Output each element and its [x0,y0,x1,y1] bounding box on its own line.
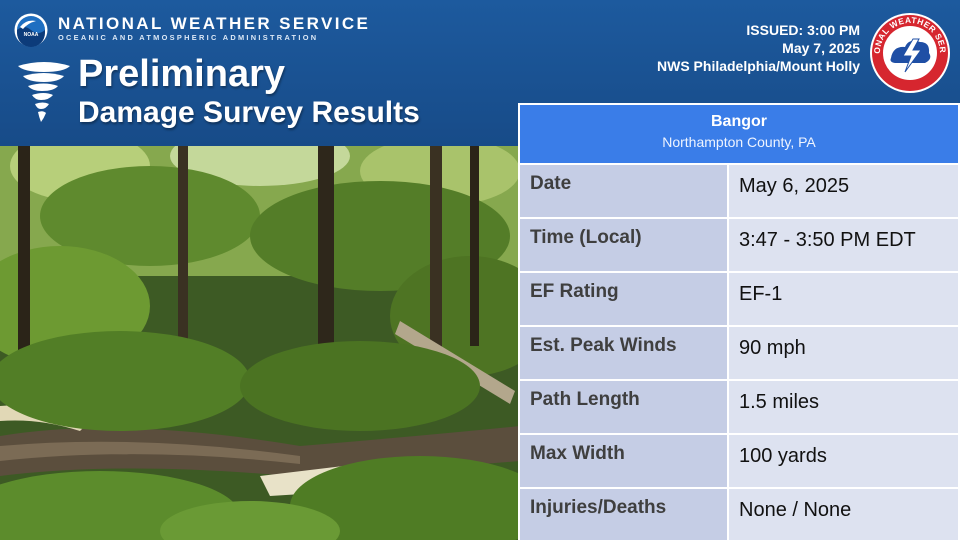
svg-text:NOAA: NOAA [24,32,39,38]
row-label-cell: Injuries/Deaths [520,489,727,540]
row-label: Max Width [530,443,625,464]
table-row: EF Rating EF-1 [520,273,958,325]
table-header: Bangor Northampton County, PA [520,105,958,163]
row-label-cell: Max Width [520,435,727,487]
row-label-cell: Est. Peak Winds [520,327,727,379]
row-value: May 6, 2025 [739,175,850,197]
row-label-cell: EF Rating [520,273,727,325]
issued-office: NWS Philadelphia/Mount Holly [657,58,860,74]
row-label-cell: Path Length [520,381,727,433]
issued-date: May 7, 2025 [782,40,860,56]
row-label: Est. Peak Winds [530,335,677,356]
issued-block: ISSUED: 3:00 PM May 7, 2025 NWS Philadel… [657,21,860,75]
row-label-cell: Date [520,165,727,217]
row-value-cell: None / None [729,489,958,540]
location-county: Northampton County, PA [662,134,816,150]
row-value-cell: 3:47 - 3:50 PM EDT [729,219,958,271]
row-value-cell: 1.5 miles [729,381,958,433]
table-row: Injuries/Deaths None / None [520,489,958,540]
location-name: Bangor [711,113,767,130]
agency-subtitle: OCEANIC AND ATMOSPHERIC ADMINISTRATION [58,33,319,42]
agency-name: NATIONAL WEATHER SERVICE [58,14,371,33]
title-damage-survey: Damage Survey Results [78,96,420,129]
row-value: 1.5 miles [739,391,820,413]
noaa-logo: NOAA [14,13,48,47]
tornado-icon [18,62,70,122]
table-row: Max Width 100 yards [520,435,958,487]
row-value-cell: 100 yards [729,435,958,487]
row-label: Path Length [530,389,640,410]
row-value: EF-1 [739,283,783,305]
row-label: Time (Local) [530,227,642,248]
row-value-cell: EF-1 [729,273,958,325]
row-value-cell: 90 mph [729,327,958,379]
table-row: Time (Local) 3:47 - 3:50 PM EDT [520,219,958,271]
row-label: EF Rating [530,281,619,302]
issued-time: ISSUED: 3:00 PM [746,22,860,38]
table-row: Date May 6, 2025 [520,165,958,217]
fallen-trees-illustration [0,146,520,540]
table-row: Path Length 1.5 miles [520,381,958,433]
row-value: None / None [739,499,852,521]
title-preliminary: Preliminary [78,53,285,95]
row-value: 3:47 - 3:50 PM EDT [739,229,916,251]
header-banner: NOAA NATIONAL WEATHER SERVICE OCEANIC AN… [0,0,960,146]
nws-logo: NATIONAL WEATHER SERVICE [869,12,950,93]
row-label-cell: Time (Local) [520,219,727,271]
row-value-cell: May 6, 2025 [729,165,958,217]
damage-photo [0,146,520,540]
row-value: 100 yards [739,445,827,467]
row-value: 90 mph [739,337,806,359]
table-row: Est. Peak Winds 90 mph [520,327,958,379]
row-label: Date [530,173,572,194]
survey-table: Bangor Northampton County, PA Date May 6… [518,103,960,540]
row-label: Injuries/Deaths [530,497,667,518]
